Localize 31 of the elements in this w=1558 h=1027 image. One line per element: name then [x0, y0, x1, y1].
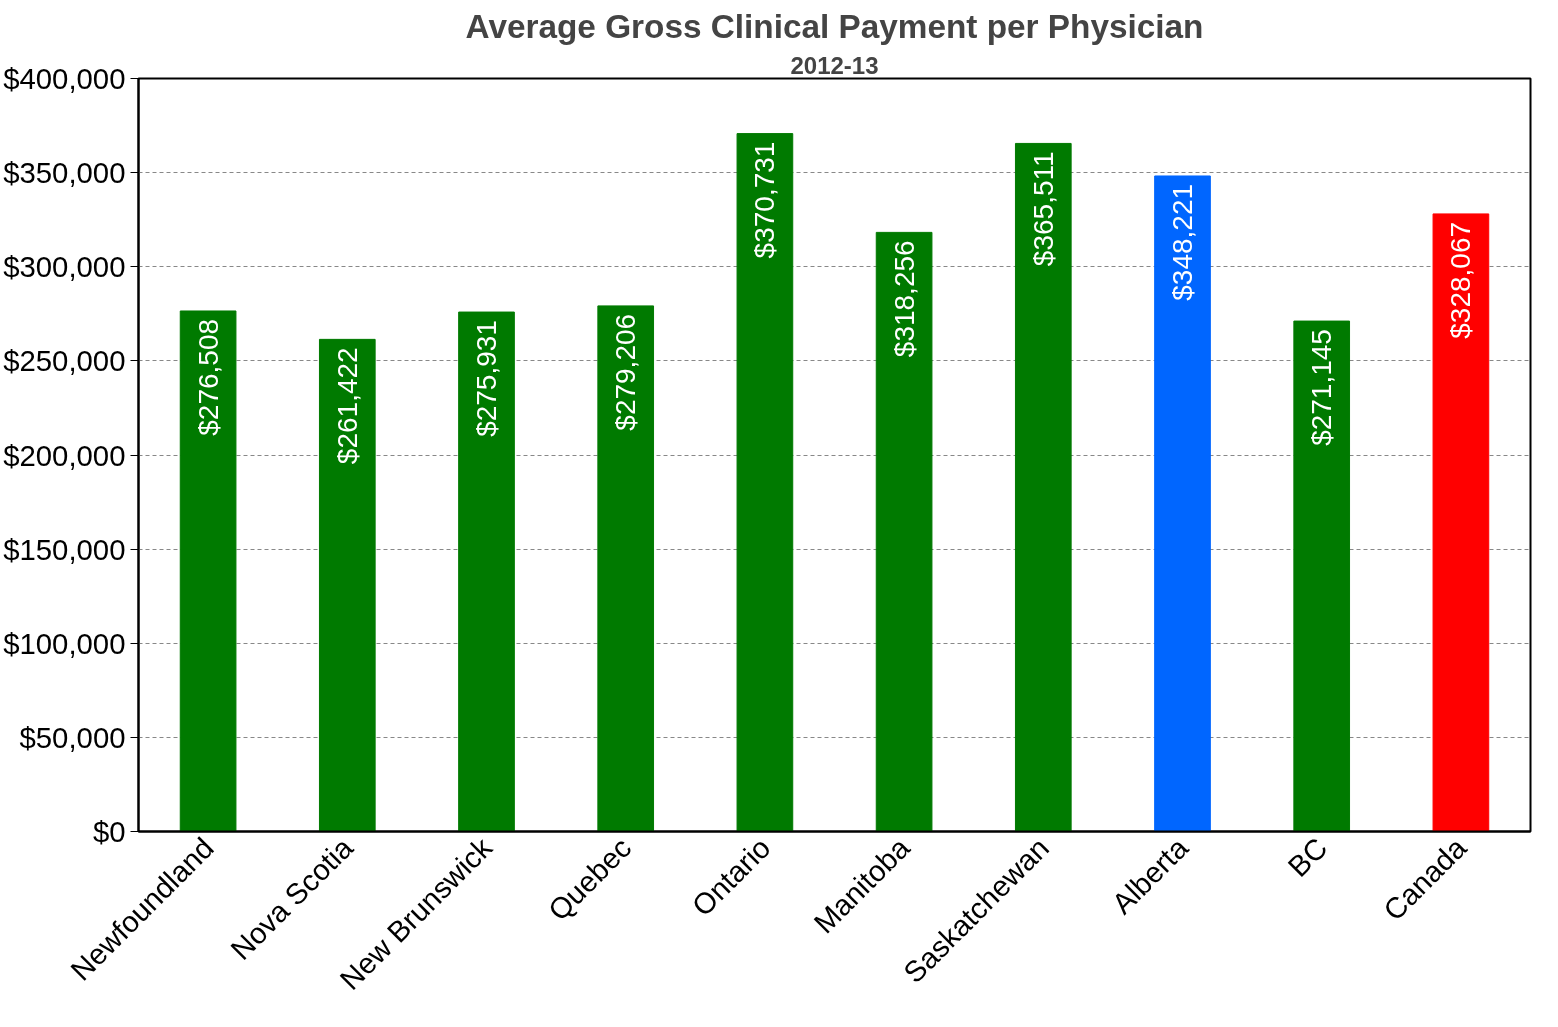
bar: [179, 310, 237, 832]
y-tick-label: $150,000: [3, 532, 126, 566]
chart-subtitle: 2012-13: [790, 51, 879, 79]
data-label: $328,067: [1445, 221, 1477, 339]
y-tick-label: $200,000: [3, 438, 126, 472]
y-tick-label: $100,000: [3, 626, 126, 660]
data-label: $261,422: [331, 347, 363, 465]
bar: [458, 311, 515, 832]
data-label: $348,221: [1167, 183, 1198, 301]
bar: [1154, 175, 1211, 832]
bar: [597, 305, 655, 832]
data-label: $279,206: [610, 313, 642, 431]
data-label: $271,145: [1306, 329, 1338, 446]
data-label: $276,508: [192, 318, 224, 436]
y-tick-label: $400,000: [3, 62, 126, 95]
bar: [875, 231, 933, 832]
bar: [1293, 320, 1351, 832]
x-tick-label: BC: [1281, 830, 1334, 883]
bar: [736, 133, 794, 832]
y-tick-label: $350,000: [3, 156, 126, 190]
data-label: $275,931: [471, 320, 502, 437]
y-tick-label: $300,000: [3, 250, 126, 284]
y-tick-label: $250,000: [3, 344, 126, 378]
bar: [1014, 142, 1072, 832]
bar: [1432, 213, 1490, 832]
bar: [318, 338, 376, 832]
data-label: $365,511: [1027, 151, 1059, 267]
chart-title: Average Gross Clinical Payment per Physician: [465, 7, 1204, 45]
y-tick-label: $50,000: [19, 720, 126, 754]
data-label: $370,731: [749, 141, 781, 259]
data-label: $318,256: [888, 240, 920, 358]
